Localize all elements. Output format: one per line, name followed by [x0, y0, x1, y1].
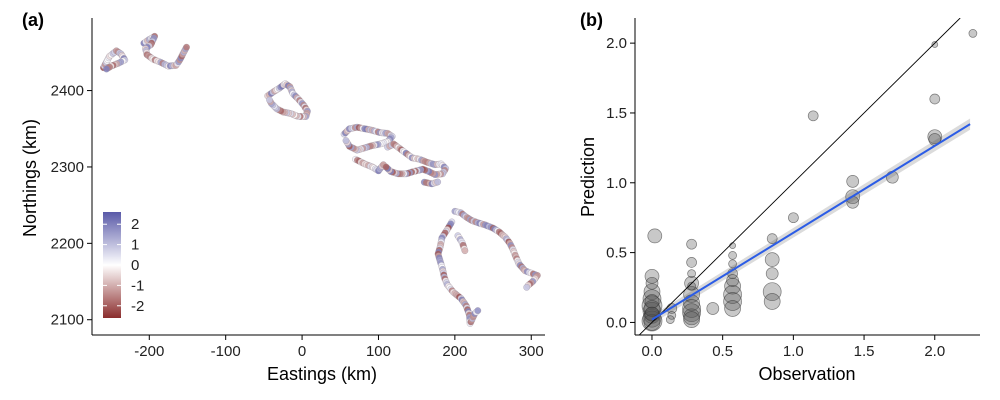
scatter-point	[931, 41, 939, 48]
scatter-point	[647, 228, 663, 244]
scatter-point	[762, 282, 782, 302]
legend-tick-label: -1	[131, 277, 144, 294]
scatter-point	[728, 259, 737, 269]
y-tick-label: 1.5	[606, 105, 627, 122]
y-tick-label: 2200	[51, 235, 84, 252]
scatter-point	[765, 267, 779, 280]
scatter-point	[642, 308, 662, 328]
scatter-point	[723, 285, 742, 304]
panel-a-y-ticks: 2100 2200 2300 2400	[51, 83, 92, 329]
scatter-point	[846, 175, 860, 188]
x-tick-label: 0.0	[642, 343, 663, 360]
scatter-point	[724, 300, 741, 317]
panel-a-label: (a)	[22, 10, 44, 30]
scatter-point	[706, 302, 720, 315]
legend-tick-label: -2	[131, 298, 144, 315]
scatter-point	[683, 311, 700, 328]
track-point	[461, 247, 469, 255]
y-tick-label: 2300	[51, 159, 84, 176]
x-tick-label: 0.5	[712, 343, 733, 360]
track-point	[434, 178, 442, 186]
legend-tick-label: 1	[131, 237, 139, 254]
track-point	[266, 96, 273, 104]
scatter-point	[686, 238, 697, 250]
x-tick-label: 200	[442, 343, 467, 360]
panel-a-y-axis-title: Northings (km)	[20, 119, 40, 237]
y-tick-label: 0.0	[606, 314, 627, 331]
scatter-point	[644, 294, 660, 309]
color-legend-bar	[103, 212, 121, 318]
identity-line	[638, 18, 961, 335]
panel-a-points	[100, 32, 541, 327]
track-point	[103, 65, 110, 73]
scatter-point	[728, 251, 737, 260]
scatter-point	[687, 281, 696, 291]
x-tick-label: 0	[298, 343, 306, 360]
y-tick-label: 2400	[51, 83, 84, 100]
y-tick-label: 2.0	[606, 35, 627, 52]
scatter-point	[729, 242, 736, 249]
panel-b-x-axis-title: Observation	[758, 364, 855, 384]
y-tick-label: 2100	[51, 312, 84, 329]
scatter-point	[788, 212, 799, 224]
panel-b-y-ticks: 0.0 0.5 1.0 1.5 2.0	[606, 35, 635, 331]
scatter-point	[723, 292, 742, 311]
panel-a-x-ticks: -200 -100 0 100 200 300	[134, 335, 544, 360]
legend-tick-label: 0	[131, 257, 139, 274]
color-legend-ticks: 2 1 0 -1 -2	[103, 216, 144, 315]
scatter-point	[643, 300, 661, 317]
scatter-point	[682, 303, 701, 323]
scatter-point	[724, 277, 741, 295]
x-tick-label: 2.0	[924, 343, 945, 360]
legend-tick-label: 2	[131, 216, 139, 233]
panel-a-x-axis-title: Eastings (km)	[267, 364, 377, 384]
x-tick-label: 1.0	[783, 343, 804, 360]
fit-line	[651, 123, 971, 321]
scatter-point	[686, 257, 697, 268]
panel-b-label: (b)	[580, 10, 603, 30]
y-tick-label: 1.0	[606, 175, 627, 192]
scatter-point	[929, 93, 941, 105]
x-tick-label: 300	[519, 343, 544, 360]
track-point	[382, 163, 390, 171]
track-point	[474, 307, 482, 314]
y-tick-label: 0.5	[606, 245, 627, 262]
x-tick-label: -200	[134, 343, 164, 360]
track-point	[523, 283, 531, 291]
panel-b-y-axis-title: Prediction	[578, 137, 598, 217]
scatter-point	[644, 268, 660, 284]
panel-b-content	[638, 18, 978, 335]
scatter-point	[645, 276, 659, 290]
scatter-point	[763, 293, 781, 310]
scatter-point	[968, 29, 978, 38]
scatter-point	[766, 233, 778, 244]
x-tick-label: 100	[366, 343, 391, 360]
panel-b-x-ticks: 0.0 0.5 1.0 1.5 2.0	[642, 335, 945, 360]
x-tick-label: -100	[211, 343, 241, 360]
x-tick-label: 1.5	[854, 343, 875, 360]
scatter-point	[807, 110, 819, 122]
scatter-point	[665, 315, 675, 324]
track-point	[342, 137, 350, 144]
scatter-point	[726, 274, 739, 287]
scatter-point	[927, 129, 943, 145]
scatter-point	[687, 269, 696, 278]
scatter-point	[764, 252, 780, 267]
track-point	[183, 43, 190, 51]
